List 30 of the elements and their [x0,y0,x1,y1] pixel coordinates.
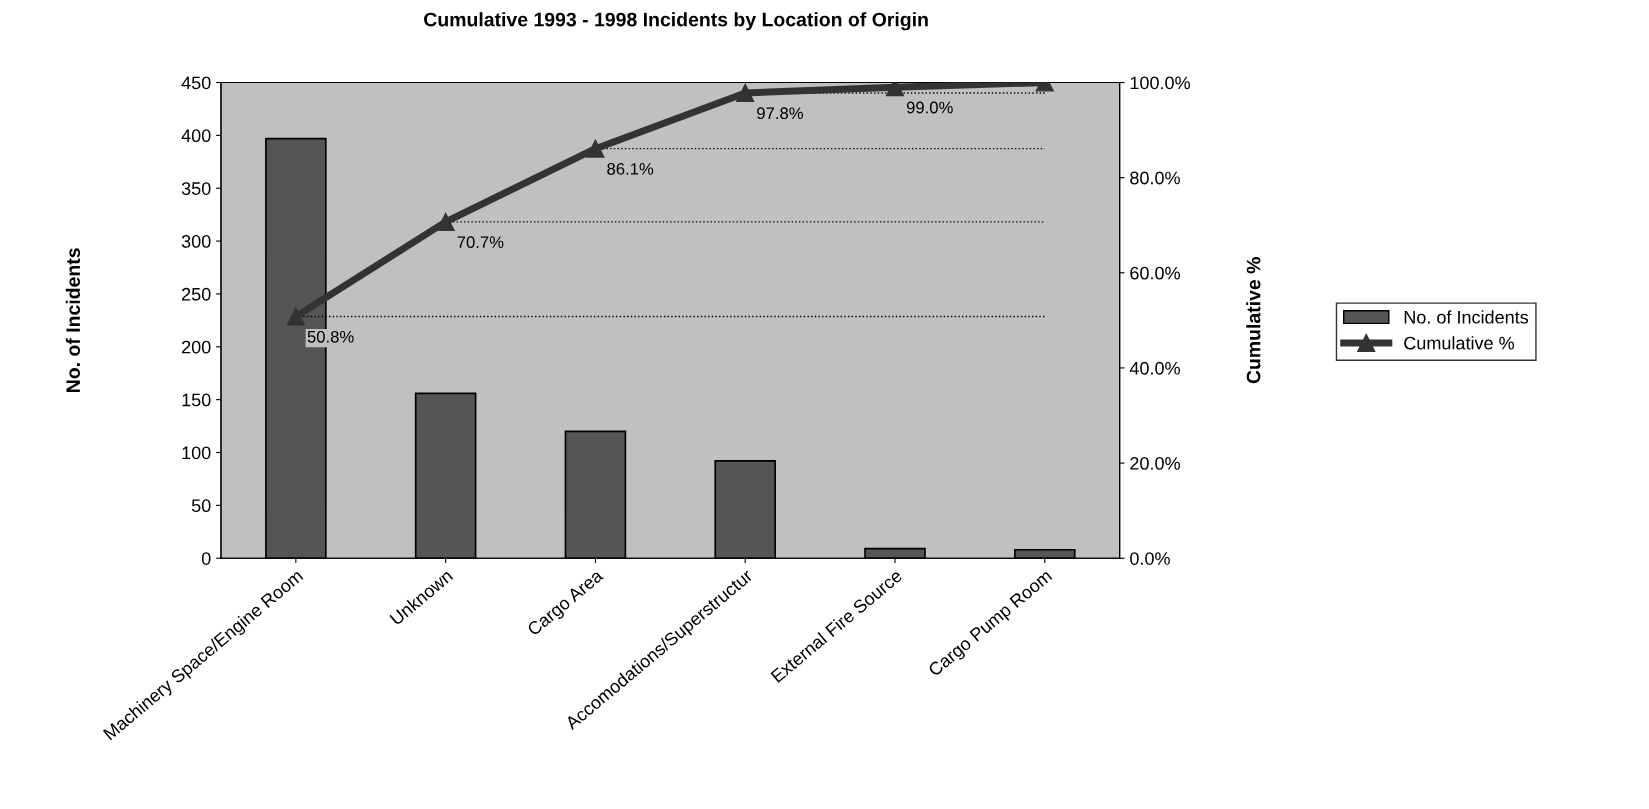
point [586,139,605,158]
data-label: 86.1% [607,162,654,175]
y2-tick-label: 0.0% [1130,552,1170,565]
y-tick-label: 100 [182,446,211,460]
y-tick-label: 250 [182,287,211,301]
y-tick-label: 150 [182,393,211,407]
y-tick-label: 400 [181,129,211,143]
y-tick-label: 0 [201,552,211,565]
y2-tick-label: 100.0% [1130,76,1190,90]
y-tick-label: 200 [182,340,211,354]
y-axis-title: No. of Incidents [65,248,81,392]
y2-tick-label: 40.0% [1129,361,1180,375]
legend-label: No. of Incidents [1404,310,1529,324]
point [286,307,305,326]
y-tick-label: 350 [181,182,211,195]
y2-tick-label: 20.0% [1130,457,1180,470]
data-label: 97.8% [757,107,803,120]
y-tick-label: 50 [191,499,211,513]
data-label: 50.8% [307,330,354,343]
y2-axis-title: Cumulative % [1246,257,1261,384]
legend-label: Cumulative % [1404,336,1515,350]
y-tick-label: 450 [181,76,211,90]
data-label: 70.7% [457,236,504,249]
y2-tick-label: 60.0% [1130,266,1180,280]
y-tick-label: 300 [181,235,211,248]
data-label: 99.0% [906,101,953,114]
point [736,83,755,103]
y2-tick-label: 80.0% [1130,171,1180,185]
chart-title: Cumulative 1993 - 1998 Incidents by Location of Origin [424,12,928,31]
point [436,212,455,231]
